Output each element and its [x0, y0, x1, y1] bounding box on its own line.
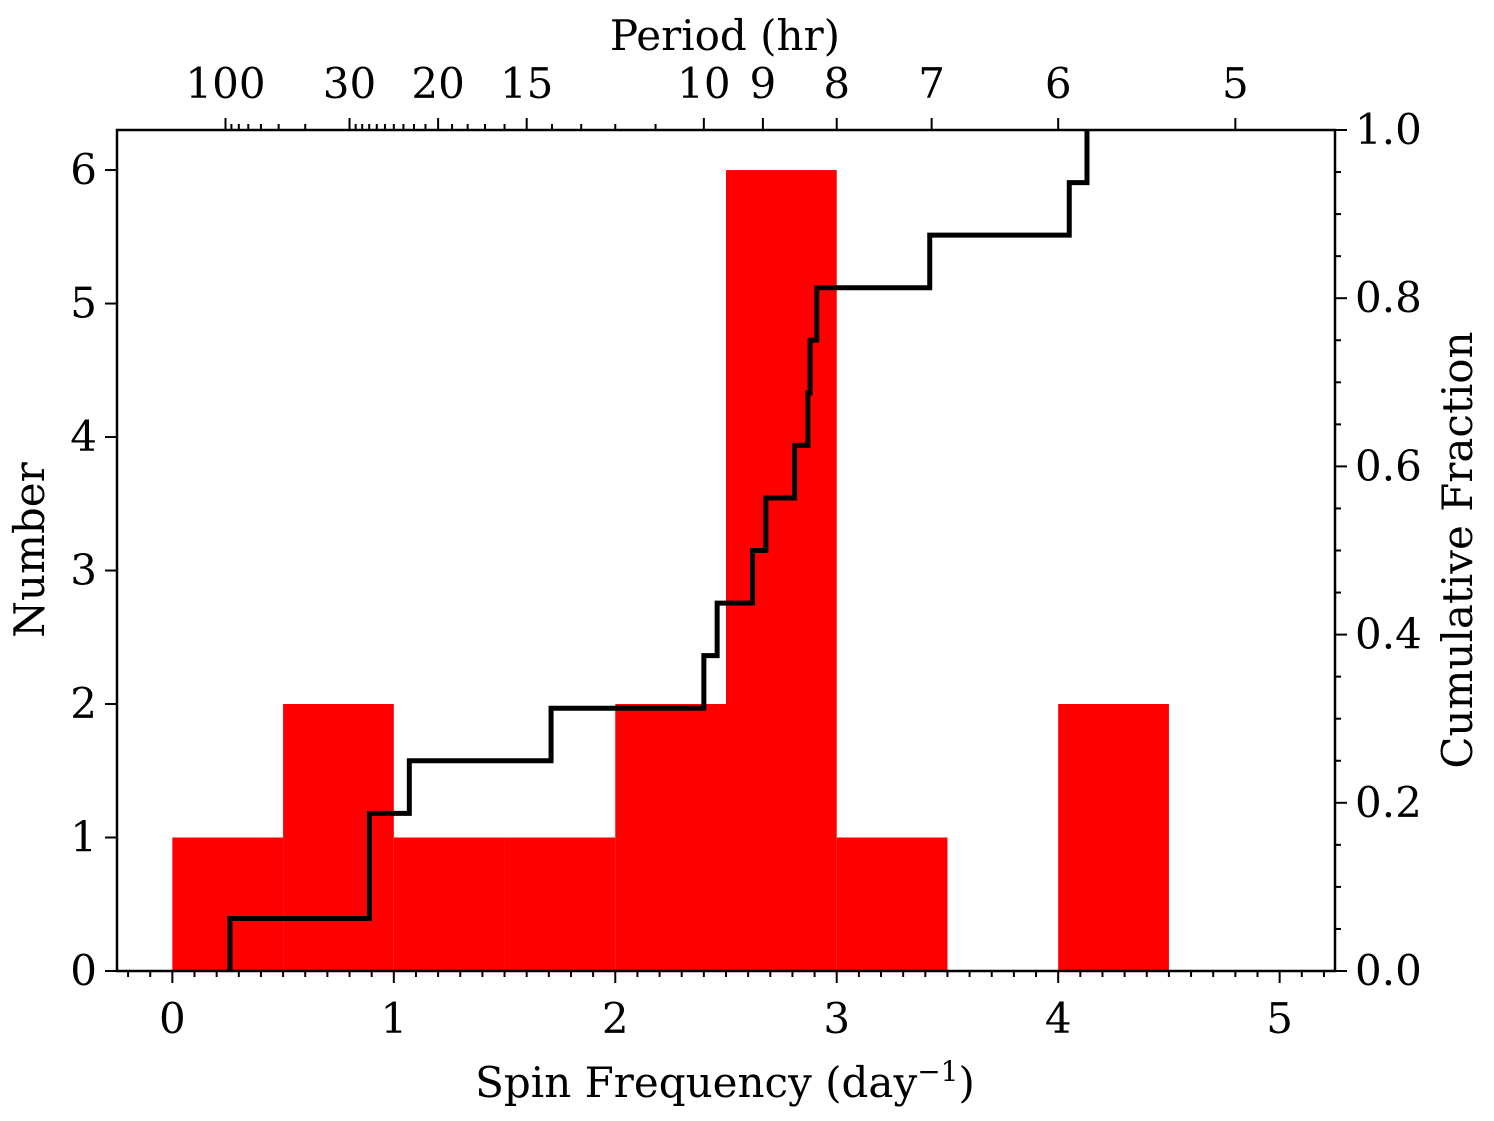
bar-6: [836, 837, 948, 971]
top-tick-label-1: 30: [323, 59, 376, 108]
y-axis: 0 1 2 3 4 5 6: [70, 145, 117, 995]
y2-tick-label-1: 0.2: [1355, 778, 1422, 827]
bar-5: [726, 170, 837, 972]
y-tick-label-3: 3: [70, 546, 97, 595]
top-tick-label-3: 15: [500, 59, 553, 108]
y2-tick-label-0: 0.0: [1355, 946, 1422, 995]
y2-tick-label-2: 0.4: [1355, 610, 1422, 659]
y-tick-label-2: 2: [70, 679, 97, 728]
top-tick-label-4: 10: [677, 59, 730, 108]
y-tick-label-0: 0: [70, 946, 97, 995]
x-tick-label-3: 3: [823, 994, 850, 1043]
y-tick-label-4: 4: [70, 412, 97, 461]
top-axis-title: Period (hr): [610, 11, 840, 60]
x-axis-title: Spin Frequency (day−1): [475, 1055, 975, 1107]
y-axis-title: Number: [5, 461, 54, 637]
y2-tick-label-4: 0.8: [1355, 273, 1422, 322]
y2-tick-label-5: 1.0: [1355, 105, 1422, 154]
x-axis-title-superscript: −1: [917, 1055, 958, 1088]
y-tick-label-1: 1: [70, 813, 97, 862]
top-tick-label-9: 5: [1222, 59, 1249, 108]
top-tick-label-2: 20: [411, 59, 464, 108]
bar-2: [393, 837, 505, 971]
top-tick-label-8: 6: [1045, 59, 1072, 108]
y-tick-label-5: 5: [70, 279, 97, 328]
bar-3: [504, 837, 616, 971]
y2-axis: 0.0 0.2 0.4 0.6 0.8 1.0: [1335, 105, 1422, 995]
cumulative-fraction-line: [227, 130, 1090, 971]
y2-axis-title: Cumulative Fraction: [1433, 331, 1482, 768]
x-tick-label-1: 1: [380, 994, 407, 1043]
x-tick-label-0: 0: [159, 994, 186, 1043]
top-tick-label-7: 7: [918, 59, 945, 108]
top-tick-label-0: 100: [185, 59, 265, 108]
x-tick-label-5: 5: [1266, 994, 1293, 1043]
bar-8: [1058, 704, 1169, 971]
bar-4: [615, 704, 726, 971]
bar-1: [283, 704, 394, 971]
cumulative-layer: [227, 130, 1090, 971]
top-period-axis: 100 30 20 15 10 9 8 7 6 5: [185, 59, 1249, 130]
bars-layer: [172, 170, 1169, 972]
x-axis: 0 1 2 3 4 5: [127, 971, 1325, 1043]
top-tick-label-5: 9: [750, 59, 777, 108]
x-tick-label-2: 2: [602, 994, 629, 1043]
y2-tick-label-3: 0.6: [1355, 441, 1422, 490]
top-tick-label-6: 8: [823, 59, 850, 108]
y-tick-label-6: 6: [70, 145, 97, 194]
x-tick-label-4: 4: [1045, 994, 1072, 1043]
